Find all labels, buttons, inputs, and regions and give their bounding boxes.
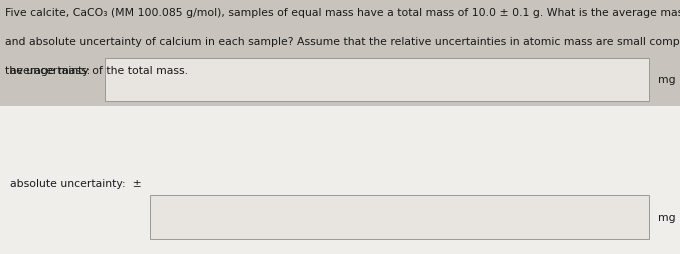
Text: mg: mg bbox=[658, 75, 676, 85]
Text: Five calcite, CaCO₃ (MM 100.085 g/mol), samples of equal mass have a total mass : Five calcite, CaCO₃ (MM 100.085 g/mol), … bbox=[5, 8, 680, 18]
FancyBboxPatch shape bbox=[105, 58, 649, 102]
Text: absolute uncertainty:  ±: absolute uncertainty: ± bbox=[10, 178, 142, 188]
Text: average mass:: average mass: bbox=[10, 66, 90, 76]
Text: the uncertainty of the total mass.: the uncertainty of the total mass. bbox=[5, 66, 188, 76]
FancyBboxPatch shape bbox=[150, 196, 649, 239]
Text: and absolute uncertainty of calcium in each sample? Assume that the relative unc: and absolute uncertainty of calcium in e… bbox=[5, 37, 680, 47]
FancyBboxPatch shape bbox=[0, 0, 680, 107]
Text: mg: mg bbox=[658, 212, 676, 222]
